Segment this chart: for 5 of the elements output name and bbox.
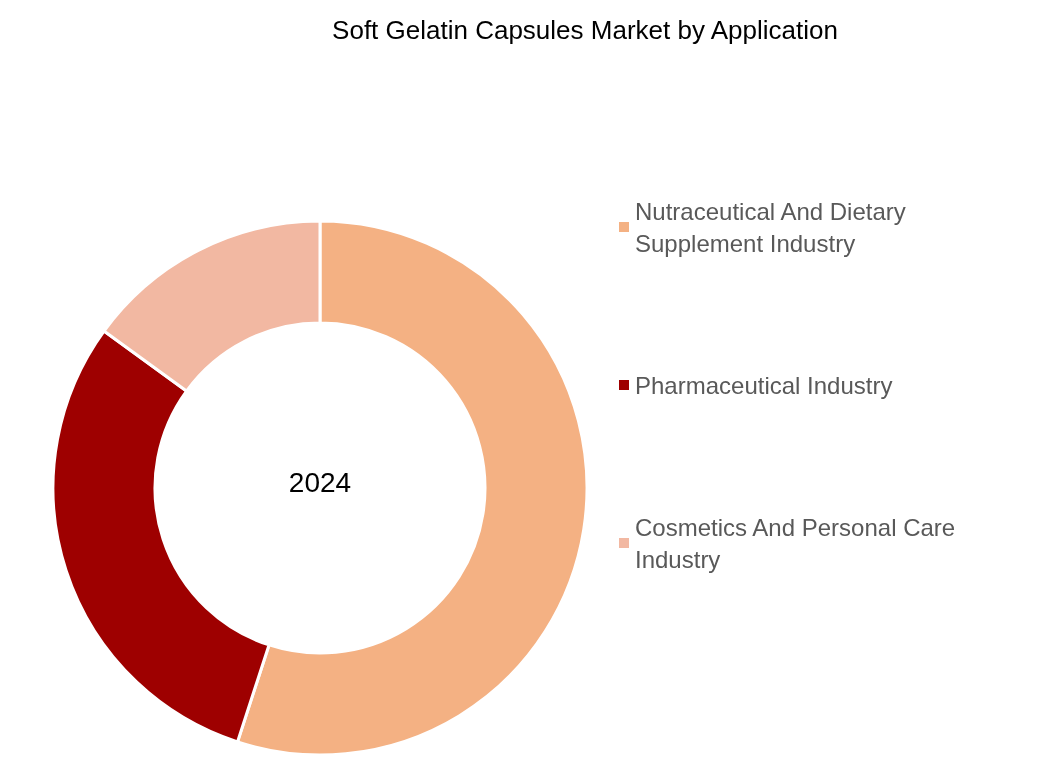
legend-label: Pharmaceutical Industry [635,371,893,399]
legend-label: Nutraceutical And Dietary Supplement Industry [635,197,913,257]
text: 2024 [288,466,352,498]
legend-label: Cosmetics And Personal Care Industry [635,513,962,573]
chart-title: Soft Gelatin Capsules Market by Application [332,15,838,45]
